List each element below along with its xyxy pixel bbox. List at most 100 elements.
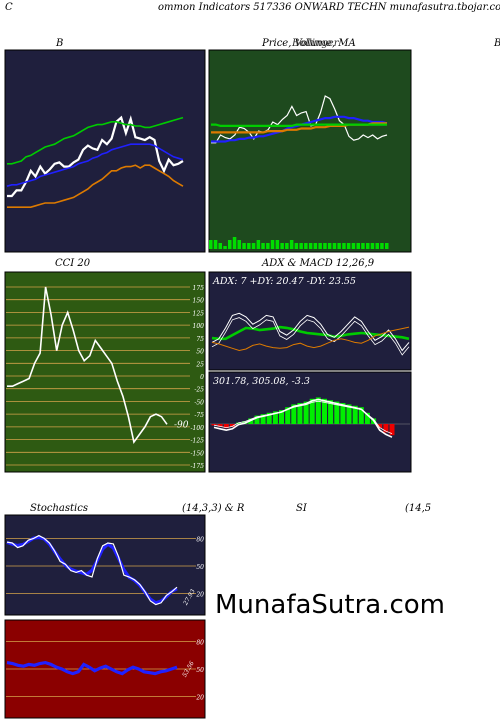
cci-chart: 175 150 125 100 75 50 25 0 -25 -50 -75 -100 -125 -150… [6,285,204,470]
macd-bar [217,424,223,427]
macd-bar [291,404,297,424]
macd-bar [377,424,383,429]
macd-bar [364,412,370,424]
cci-tick-label: 125 [193,310,205,317]
rsi-tick-label: 50 [196,667,204,674]
macd-bar [389,424,395,436]
volume-bar [308,243,313,249]
macd-bar [229,424,235,427]
volume-bar [385,243,389,249]
cci-tick-label: -50 [194,399,204,406]
cci-tick-label: 150 [193,298,205,305]
volume-bar [270,240,275,249]
macd-bar [260,414,266,424]
volume-bar [304,243,308,249]
bollinger-panel [4,49,206,253]
macd-bar [297,403,303,424]
volume-bar [213,240,218,249]
cci-tick-label: 25 [195,361,204,368]
macd-bar [315,397,321,424]
cci-tick-label: -25 [194,387,204,394]
price-volume-title: Price, Volume, MA [262,38,356,49]
volume-bar [261,243,265,249]
stochastics-panel [4,514,206,616]
volume-bar [275,240,280,249]
price-series-0 [211,95,388,144]
macd-bar [285,407,291,424]
macd-bar [272,411,278,424]
cci-tick-label: -75 [194,412,204,419]
price-volume-chart [209,95,389,249]
cci-tick-label: 100 [193,323,205,330]
rsi-title: SI [296,503,307,514]
header-title: ommon Indicators 517336 ONWARD TECHN mun… [158,2,500,13]
macd-bar [352,405,358,424]
volume-bar [266,243,270,249]
volume-bar [218,243,222,249]
volume-bar [370,243,375,249]
cci-tick-label: 175 [193,285,205,292]
volume-bar [342,243,346,249]
volume-bar [256,240,261,249]
macd-chart [210,397,410,438]
bollinger-title: B [56,38,64,49]
rsi-tick-label: 80 [196,639,204,646]
adx-series-shadow [211,317,410,356]
volume-bar [366,243,370,249]
bollinger-series-2 [7,116,184,165]
macd-bar [266,412,272,424]
volume-bar [247,243,251,249]
macd-bar [346,404,352,424]
stoch-k-line [6,534,178,606]
adx-series-0 [211,325,410,341]
bollinger-series-1 [6,143,184,187]
volume-bar [318,243,322,249]
macd-bar [223,424,229,429]
stoch-tick-label: 50 [196,564,204,571]
volume-bar [280,243,284,249]
volume-bar [332,243,337,249]
macd-bar [279,410,284,424]
stoch-tick-label: 80 [196,536,204,543]
adx-macd-title: ADX & MACD 12,26,9 [262,258,375,269]
stochastics-title: Stochastics [30,503,88,514]
volume-bar [237,240,241,249]
volume-bar [223,246,227,249]
cci-line [7,286,168,445]
rsi-line [6,660,178,676]
macd-bar [322,398,327,424]
cci-tick-label: -125 [191,438,205,445]
price-series-3 [211,123,387,127]
cci-last-value: -90 [174,420,189,430]
volume-bar [375,243,379,249]
cci-tick-label: -100 [191,425,205,432]
macd-label: 301.78, 305.08, -3.3 [213,376,310,387]
stoch-tick-label: 20 [195,592,204,599]
macd-bar [334,401,340,424]
rsi-params: (14,5 [405,503,432,514]
macd-bar [383,424,389,433]
volume-bar [209,240,213,249]
volume-bar [285,243,289,249]
macd-bar [309,398,315,424]
volume-bar [337,243,341,249]
macd-bar [358,407,364,424]
cci-tick-label: -150 [191,450,205,457]
adx-label: ADX: 7 +DY: 20.47 -DY: 23.55 [212,276,356,287]
macd-bar [328,400,334,424]
volume-bar [228,240,232,249]
bollinger-series-3 [7,164,184,208]
volume-bar [327,243,332,249]
adx-series-1 [211,312,410,352]
stochastics-params: (14,3,3) & R [182,503,245,514]
volume-bar [294,243,299,249]
macd-bar [236,422,242,424]
volume-bar [242,243,246,249]
volume-bar [380,243,384,249]
right-edge-title: B [494,38,500,49]
volume-bar [361,243,365,249]
adx-series-2 [211,326,410,352]
cci-tick-label: 75 [196,336,204,343]
